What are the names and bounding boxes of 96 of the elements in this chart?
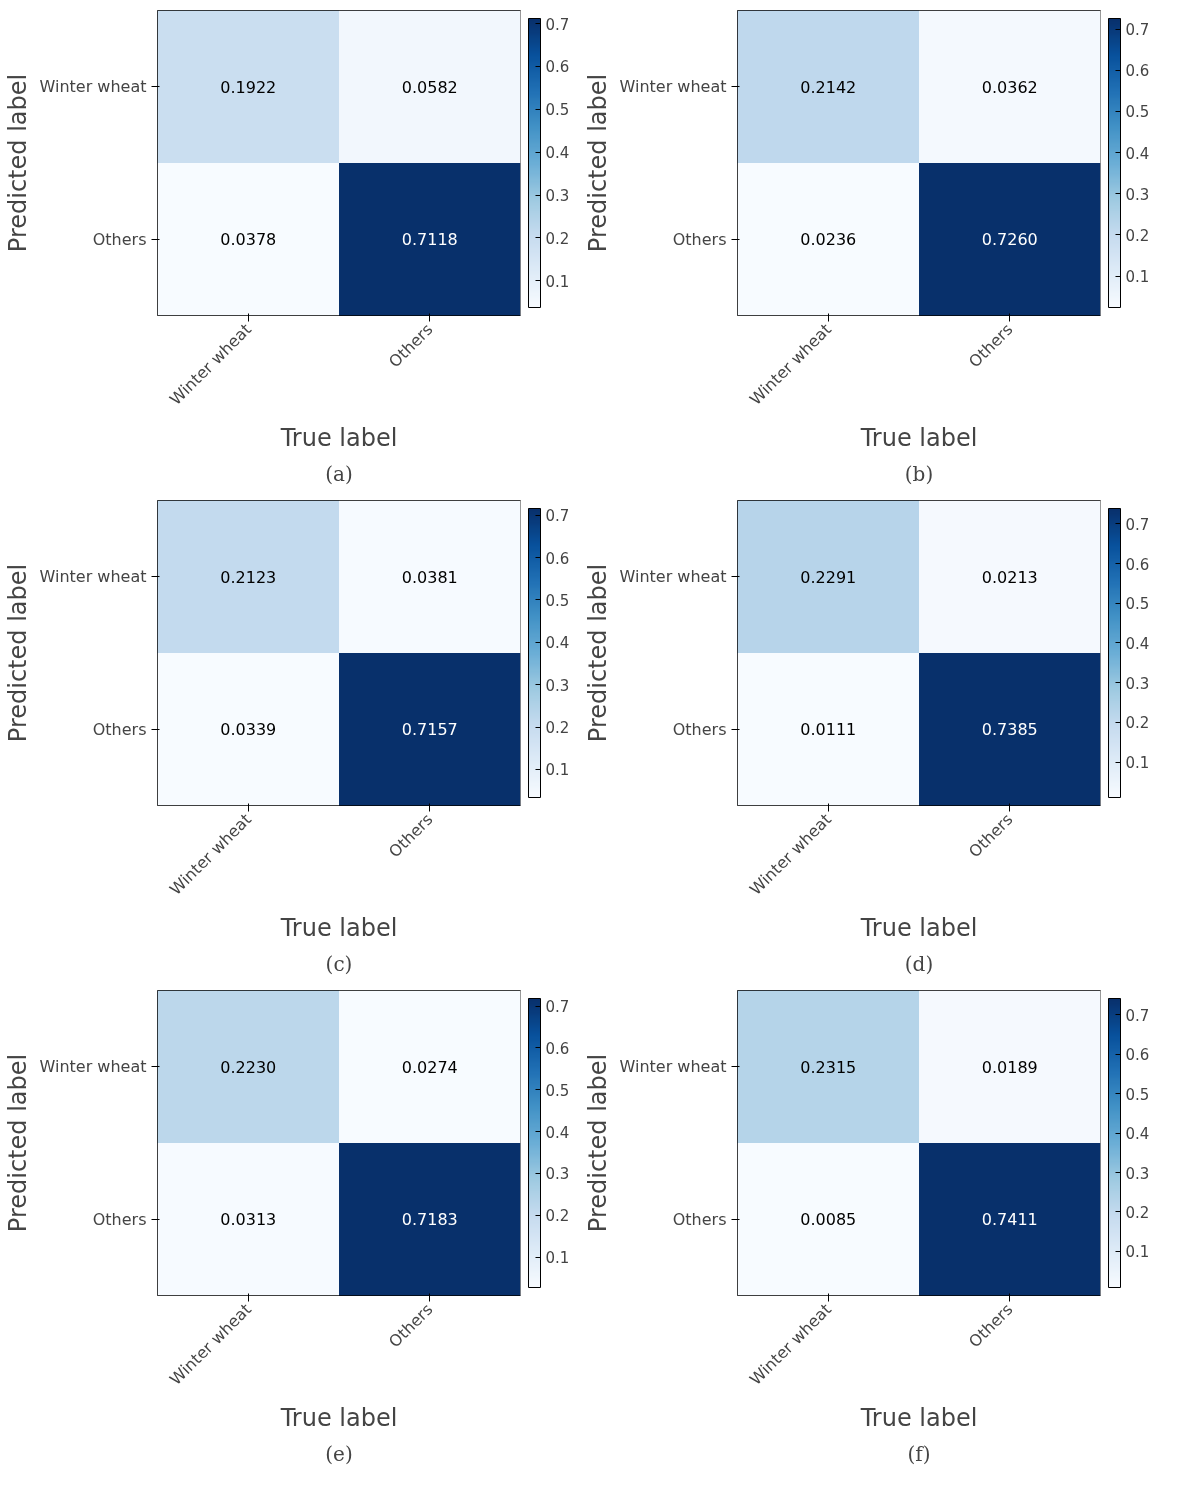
data-label: 0.7260: [981, 230, 1038, 250]
color-bar-label: 0.5: [545, 1081, 570, 1100]
text: (b): [904, 461, 934, 486]
y-tick-label: Winter wheat: [39, 77, 147, 97]
x-axis-title: True label: [859, 1403, 978, 1432]
x-axis-title: True label: [279, 913, 398, 942]
color-bar-label: 0.6: [545, 1039, 570, 1058]
y-tick-label: Winter wheat: [619, 1057, 727, 1077]
color-bar-label: 0.3: [545, 676, 570, 695]
color-bar-label: 0.1: [545, 272, 570, 291]
color-bar-label: 0.6: [1125, 1046, 1150, 1065]
color-bar-label: 0.2: [1125, 714, 1150, 733]
color-bar-label: 0.7: [545, 15, 570, 34]
color-bar-label: 0.7: [545, 998, 570, 1017]
x-axis-title: True label: [859, 913, 978, 942]
data-label: 0.0378: [220, 230, 277, 250]
data-label: 0.2291: [800, 567, 857, 587]
y-tick-label: Winter wheat: [39, 567, 147, 587]
x-axis-title: True label: [859, 423, 978, 452]
y-tick-label: Others: [672, 1209, 727, 1229]
y-axis-title: Predicted label: [3, 1053, 32, 1233]
color-bar-label: 0.5: [1125, 595, 1150, 614]
color-bar-label: 0.1: [1125, 268, 1150, 287]
color-bar-label: 0.2: [1125, 1203, 1150, 1222]
text: (a): [325, 461, 353, 486]
data-label: 0.0189: [981, 1057, 1038, 1077]
color-bar-label: 0.1: [545, 761, 570, 780]
color-bar-label: 0.1: [1125, 1243, 1150, 1262]
x-axis-title: True label: [279, 1403, 398, 1432]
y-tick-label: Others: [672, 719, 727, 739]
y-tick-label: Others: [92, 719, 147, 739]
y-tick-label: Winter wheat: [39, 1057, 147, 1077]
color-bar-label: 0.4: [545, 634, 570, 653]
y-tick-label: Others: [92, 229, 147, 249]
color-bar-label: 0.1: [1125, 754, 1150, 773]
y-axis-title: Predicted label: [3, 563, 32, 743]
data-label: 0.7411: [981, 1210, 1038, 1230]
y-tick-label: Others: [92, 1209, 147, 1229]
color-bar-label: 0.4: [1125, 1125, 1150, 1144]
data-label: 0.1922: [220, 77, 277, 97]
data-label: 0.0362: [981, 77, 1038, 97]
y-tick-label: Others: [672, 229, 727, 249]
data-label: 0.0085: [800, 1210, 857, 1230]
y-axis-title: Predicted label: [583, 563, 612, 743]
color-bar-label: 0.2: [545, 1207, 570, 1226]
text: (f): [907, 1441, 931, 1466]
y-tick-label: Winter wheat: [619, 567, 727, 587]
data-label: 0.7118: [401, 230, 458, 250]
color-bar-label: 0.7: [1125, 515, 1150, 534]
color-bar-label: 0.1: [545, 1249, 570, 1268]
y-axis-title: Predicted label: [583, 73, 612, 253]
color-bar-label: 0.6: [545, 549, 570, 568]
data-label: 0.7183: [401, 1210, 458, 1230]
color-bar-label: 0.4: [1125, 144, 1150, 163]
color-bar-label: 0.6: [1125, 62, 1150, 81]
data-label: 0.0111: [800, 720, 857, 740]
color-bar-label: 0.3: [545, 187, 570, 206]
text: (c): [325, 951, 353, 976]
color-bar-label: 0.6: [545, 58, 570, 77]
data-label: 0.2315: [800, 1057, 857, 1077]
color-bar-label: 0.2: [545, 719, 570, 738]
color-bar-label: 0.5: [1125, 1085, 1150, 1104]
data-label: 0.2123: [220, 567, 277, 587]
color-bar-label: 0.5: [545, 101, 570, 120]
color-bar-label: 0.5: [545, 591, 570, 610]
text: (e): [325, 1441, 353, 1466]
y-axis-title: Predicted label: [3, 73, 32, 253]
data-label: 0.0236: [800, 230, 857, 250]
color-bar-label: 0.2: [545, 229, 570, 248]
color-bar-label: 0.5: [1125, 103, 1150, 122]
color-bar-label: 0.3: [1125, 674, 1150, 693]
color-bar-label: 0.6: [1125, 555, 1150, 574]
data-label: 0.7157: [401, 720, 458, 740]
data-label: 0.0339: [220, 720, 277, 740]
data-label: 0.7385: [981, 720, 1038, 740]
y-tick-label: Winter wheat: [619, 77, 727, 97]
color-bar-label: 0.7: [1125, 1006, 1150, 1025]
color-bar-label: 0.7: [545, 507, 570, 526]
color-bar-label: 0.2: [1125, 226, 1150, 245]
color-bar-label: 0.3: [1125, 185, 1150, 204]
data-label: 0.0274: [401, 1057, 458, 1077]
data-label: 0.2230: [220, 1057, 277, 1077]
color-bar-label: 0.4: [545, 144, 570, 163]
data-label: 0.0213: [981, 567, 1038, 587]
y-axis-title: Predicted label: [583, 1053, 612, 1233]
color-bar-label: 0.7: [1125, 21, 1150, 40]
x-axis-title: True label: [279, 423, 398, 452]
color-bar-label: 0.4: [1125, 634, 1150, 653]
color-bar-label: 0.3: [1125, 1164, 1150, 1183]
data-label: 0.2142: [800, 77, 857, 97]
data-label: 0.0381: [401, 567, 458, 587]
color-bar-label: 0.4: [545, 1123, 570, 1142]
data-label: 0.0313: [220, 1210, 277, 1230]
text: (d): [904, 951, 934, 976]
data-label: 0.0582: [401, 77, 458, 97]
color-bar-label: 0.3: [545, 1165, 570, 1184]
